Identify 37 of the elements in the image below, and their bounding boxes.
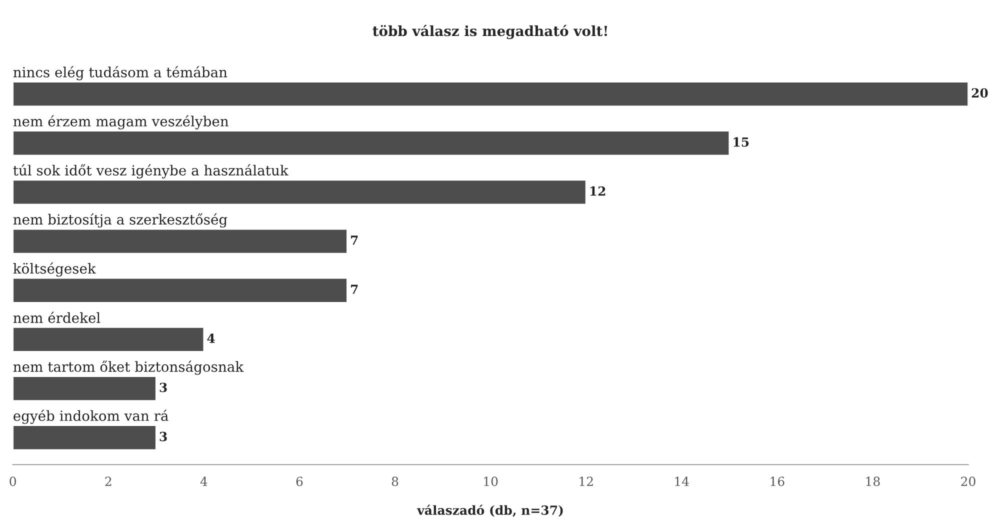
bar xyxy=(12,130,730,156)
x-tick-label: 4 xyxy=(200,476,208,486)
bar xyxy=(12,376,157,402)
data-label: 7 xyxy=(351,284,358,294)
x-tick-label: 0 xyxy=(10,476,16,486)
x-tick-label: 16 xyxy=(770,476,784,486)
data-label: 3 xyxy=(160,382,167,392)
x-tick-label: 8 xyxy=(392,476,398,486)
bar xyxy=(12,326,205,352)
y-tick-label: nem érzem magam veszélyben xyxy=(13,115,228,130)
y-tick-label: nem tartom őket biztonságosnak xyxy=(13,360,244,375)
y-tick-label: túl sok időt vesz igénybe a használatuk xyxy=(13,164,288,178)
x-tick-label: 12 xyxy=(580,476,593,486)
data-label: 4 xyxy=(207,334,215,343)
data-label: 20 xyxy=(972,88,988,98)
data-label: 12 xyxy=(590,186,606,196)
bar xyxy=(12,228,348,254)
data-label: 3 xyxy=(160,432,167,442)
x-tick-label: 20 xyxy=(961,476,976,486)
x-tick-label: 14 xyxy=(675,476,689,486)
y-tick-label: nem biztosítja a szerkesztőség xyxy=(13,213,228,228)
bar xyxy=(12,424,157,451)
bar xyxy=(12,277,348,304)
data-label: 15 xyxy=(734,137,749,147)
x-tick-label: 10 xyxy=(484,476,498,486)
x-tick-label: 18 xyxy=(866,476,880,486)
y-tick-label: nincs elég tudásom a témában xyxy=(13,66,228,80)
y-tick-label: nem érdekel xyxy=(13,312,100,324)
x-tick-label: 2 xyxy=(105,476,112,486)
y-tick-label: egyéb indokom van rá xyxy=(14,410,168,424)
data-label: 7 xyxy=(351,236,358,245)
x-tick-label: 6 xyxy=(296,476,303,486)
y-tick-label: költségesek xyxy=(13,262,96,277)
bar xyxy=(12,81,968,108)
x-axis-title: válaszadó (db, n=37) xyxy=(416,504,563,517)
bar xyxy=(12,179,587,206)
chart-title: több válasz is megadható volt! xyxy=(372,24,608,40)
